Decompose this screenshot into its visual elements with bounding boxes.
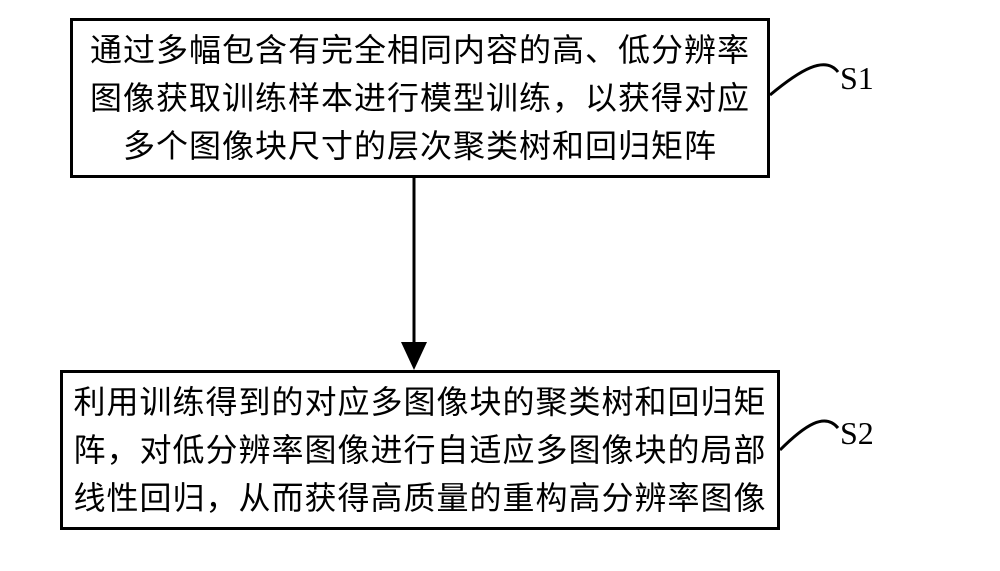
flowchart-canvas: 通过多幅包含有完全相同内容的高、低分辨率 图像获取训练样本进行模型训练，以获得对… xyxy=(0,0,1000,571)
connector-path xyxy=(780,421,838,450)
connector-s2 xyxy=(0,0,1000,571)
